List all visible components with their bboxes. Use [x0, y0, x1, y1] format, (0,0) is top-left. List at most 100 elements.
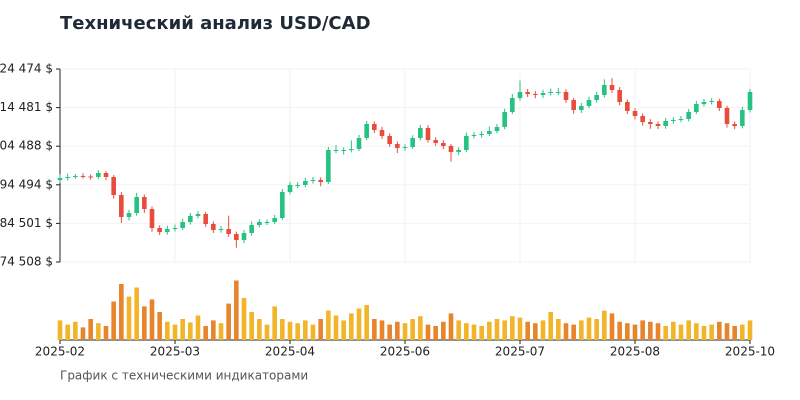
volume-bar: [349, 313, 354, 340]
candle-body: [433, 139, 438, 143]
volume-bar: [172, 324, 178, 340]
volume-bar: [724, 323, 730, 340]
candle-body: [203, 213, 208, 224]
volume-bar: [533, 323, 538, 340]
chart-subtitle: График с техническими индикаторами: [60, 369, 308, 383]
volume-bar: [364, 305, 369, 340]
candle-body: [502, 111, 507, 127]
candle-body: [632, 110, 638, 116]
volume-bar: [111, 301, 116, 340]
candle-body: [548, 91, 553, 93]
volume-bar: [540, 320, 546, 340]
volume-bar: [142, 306, 147, 340]
candle-body: [456, 149, 461, 152]
volume-bar: [448, 313, 454, 340]
volume-bar: [494, 319, 500, 340]
candle-body: [157, 227, 162, 232]
candle-body: [326, 149, 331, 182]
volume-bar: [732, 326, 737, 340]
volume-bar: [119, 284, 124, 340]
volume-bar: [402, 323, 408, 340]
volume-bar: [218, 323, 224, 340]
candle-body: [372, 123, 377, 130]
volume-bar: [249, 312, 254, 340]
volume-bar: [632, 324, 638, 340]
volume-bar: [318, 319, 323, 340]
candle-body: [218, 228, 224, 230]
candle-body: [732, 123, 737, 126]
volume-bar: [586, 317, 592, 340]
volume-bar: [96, 323, 101, 340]
candle-body: [418, 127, 423, 138]
candle-body: [333, 149, 339, 151]
volume-bar: [701, 326, 707, 340]
candle-body: [425, 127, 431, 140]
candle-body: [149, 208, 155, 228]
candle-body: [249, 224, 254, 233]
volume-bar: [525, 321, 530, 340]
candle-body: [402, 147, 408, 149]
volume-bar: [272, 306, 277, 340]
candle-body: [617, 89, 622, 102]
volume-bar: [65, 324, 70, 340]
candle-body: [387, 135, 392, 144]
volume-bar: [372, 319, 377, 340]
candle-body: [142, 196, 147, 209]
volume-bar: [379, 320, 385, 340]
volume-bar: [609, 313, 615, 340]
volume-bar: [241, 298, 247, 340]
volume-bar: [257, 319, 262, 340]
candle-body: [264, 221, 270, 223]
volume-bar: [441, 321, 446, 340]
candle-body: [694, 103, 699, 112]
y-tick-label: 104 488 $: [0, 139, 53, 153]
candle-body: [471, 134, 477, 136]
candle-body: [625, 101, 630, 111]
y-tick-label: 114 481 $: [0, 100, 53, 114]
candle-body: [686, 111, 691, 119]
y-tick-label: 84 501 $: [0, 216, 53, 230]
candle-body: [410, 137, 415, 148]
candle-body: [356, 137, 362, 149]
x-tick-label: 2025-06: [380, 345, 430, 359]
volume-bar: [410, 319, 415, 340]
chart-title: Технический анализ USD/CAD: [60, 13, 371, 34]
candle-body: [609, 84, 615, 90]
candle-body: [655, 123, 661, 126]
candle-body: [510, 97, 515, 112]
candle-body: [73, 175, 78, 177]
volume-bar: [73, 321, 78, 340]
candle-body: [88, 176, 93, 178]
volume-bar: [709, 324, 714, 340]
candle-body: [594, 94, 599, 100]
candle-body: [111, 176, 116, 195]
candle-body: [540, 92, 546, 95]
volume-bar: [157, 312, 162, 340]
candle-body: [379, 129, 385, 136]
volume-bar: [80, 327, 86, 340]
candle-body: [441, 142, 446, 146]
candle-body: [318, 179, 323, 182]
volume-bar: [556, 319, 561, 340]
x-tick-label: 2025-10: [725, 345, 775, 359]
volume-bar: [280, 319, 285, 340]
candle-body: [740, 109, 745, 126]
candle-body: [717, 100, 722, 108]
candle-body: [349, 148, 354, 150]
candle-body: [556, 91, 561, 93]
candle-body: [671, 119, 676, 121]
volume-bar: [694, 323, 699, 340]
candle-body: [579, 105, 584, 110]
volume-bar: [625, 323, 630, 340]
candle-body: [257, 221, 262, 225]
volume-bar: [149, 299, 155, 340]
volume-bar: [740, 324, 745, 340]
volume-bar: [640, 320, 645, 340]
volume-bar: [479, 326, 484, 340]
candle-body: [571, 99, 576, 110]
volume-bar: [594, 319, 599, 340]
volume-bar: [456, 320, 461, 340]
candle-body: [487, 130, 492, 134]
candle-body: [648, 121, 653, 124]
